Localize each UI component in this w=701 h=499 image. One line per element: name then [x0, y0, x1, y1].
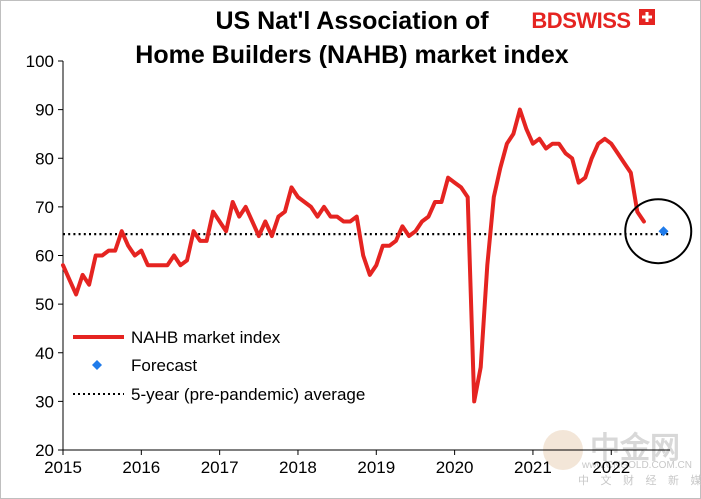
legend: NAHB market index Forecast 5-year (pre-p… — [73, 328, 365, 404]
brand-name-part1: BD — [531, 8, 562, 33]
plot-area — [61, 107, 693, 404]
nahb-series-line — [61, 107, 646, 404]
x-tick-label: 2020 — [436, 458, 474, 477]
legend-label-nahb: NAHB market index — [131, 328, 281, 347]
watermark-url: www.CNGOLD.COM.CN — [581, 460, 692, 471]
y-tick-label: 70 — [35, 198, 54, 217]
legend-label-forecast: Forecast — [131, 356, 197, 375]
y-tick-label: 50 — [35, 295, 54, 314]
x-tick-label: 2015 — [44, 458, 82, 477]
y-tick-label: 20 — [35, 441, 54, 460]
x-tick-label: 2022 — [592, 458, 630, 477]
y-ticks: 20 30 40 50 60 70 80 90 100 — [26, 52, 63, 460]
y-tick-label: 40 — [35, 344, 54, 363]
y-tick-label: 80 — [35, 149, 54, 168]
swiss-cross-bar-v — [645, 12, 649, 22]
watermark-main: 中金网 — [590, 431, 680, 466]
x-tick-label: 2016 — [122, 458, 160, 477]
highlight-circle — [624, 198, 693, 265]
y-tick-label: 100 — [26, 52, 54, 71]
legend-swatch-forecast — [92, 360, 102, 370]
x-tick-label: 2019 — [357, 458, 395, 477]
x-ticks: 2015 2016 2017 2018 2019 2020 2021 2022 — [44, 450, 630, 477]
chart-title-line-2: Home Builders (NAHB) market index — [135, 41, 569, 69]
y-tick-label: 60 — [35, 247, 54, 266]
brand-logo: BDSWISS — [531, 8, 655, 33]
x-tick-label: 2021 — [514, 458, 552, 477]
chart-title-line-1: US Nat'l Association of — [215, 7, 489, 35]
legend-label-average: 5-year (pre-pandemic) average — [131, 385, 365, 404]
x-tick-label: 2018 — [279, 458, 317, 477]
y-tick-label: 30 — [35, 392, 54, 411]
y-tick-label: 90 — [35, 101, 54, 120]
brand-name-part2: SWISS — [562, 8, 630, 33]
x-tick-label: 2017 — [201, 458, 239, 477]
brand-name: BDSWISS — [531, 8, 630, 33]
forecast-point — [658, 226, 669, 237]
watermark-sub: 中 文 财 经 新 媒 体 — [578, 473, 701, 487]
